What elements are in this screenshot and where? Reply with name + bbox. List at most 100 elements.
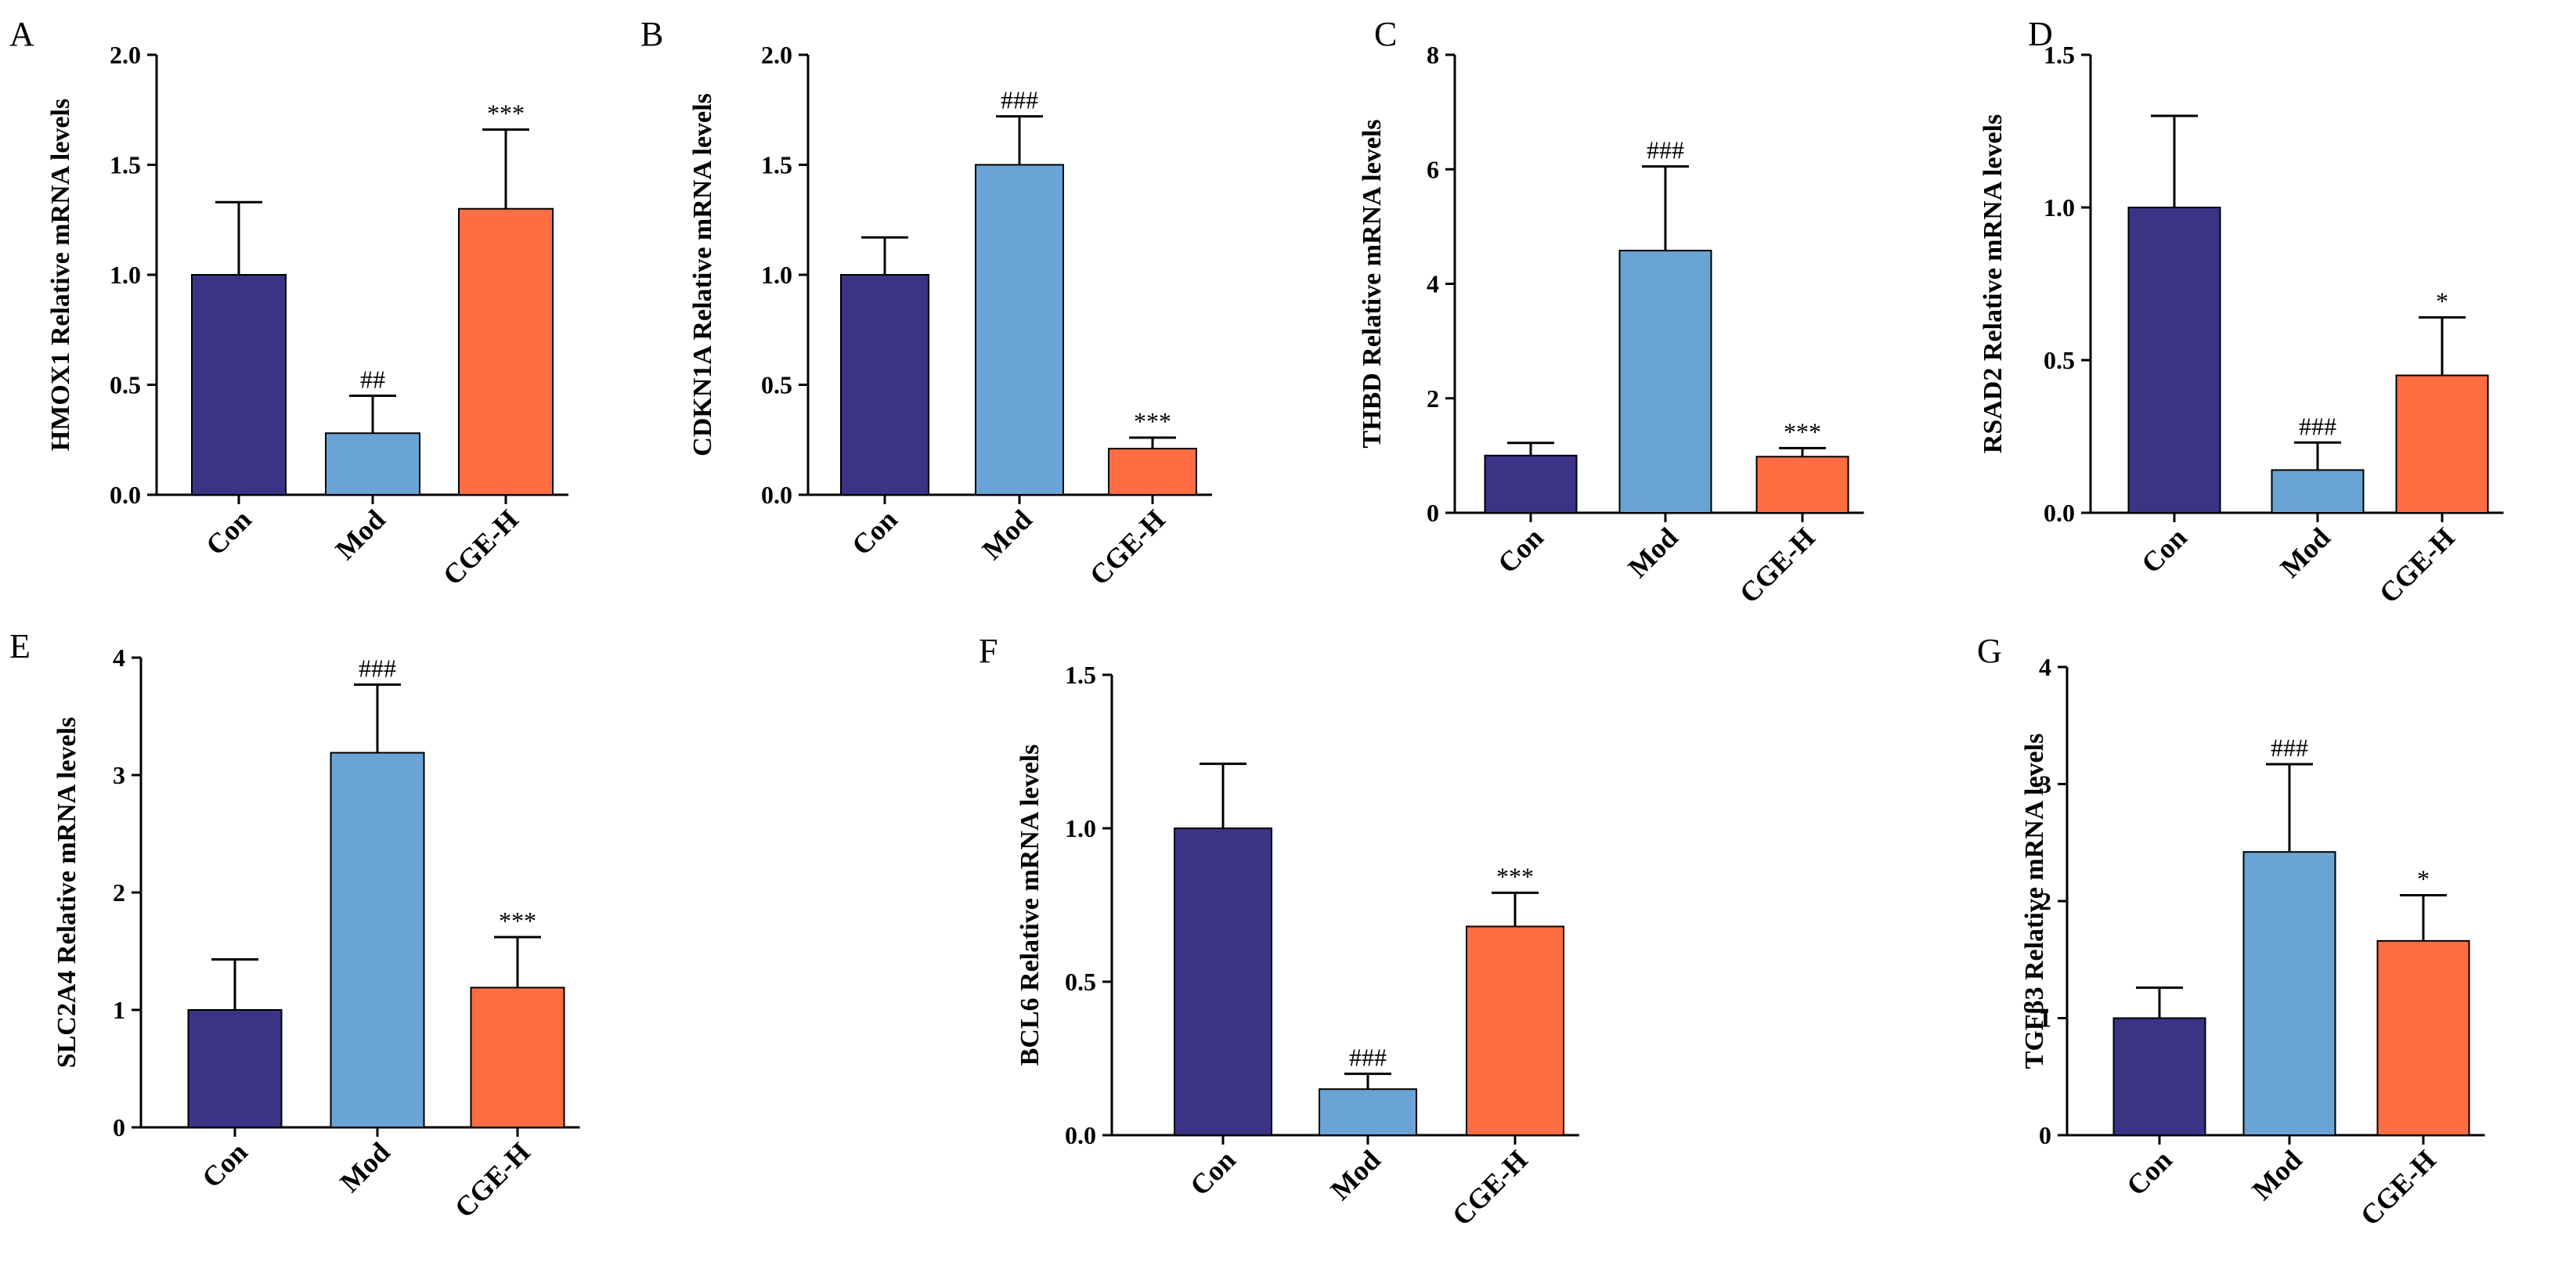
category-label: Con xyxy=(200,503,258,561)
y-tick-label: 1.5 xyxy=(1065,661,1096,689)
y-tick-label: 1.0 xyxy=(761,261,792,289)
category-label: Con xyxy=(196,1136,254,1194)
chart-panel-c: C 0 2 4 6 8 THBD Relative mRNA levels Con ### Mod… xyxy=(1358,15,1864,609)
y-axis-title: SLC2A4 Relative mRNA levels xyxy=(52,717,81,1069)
category-label: Con xyxy=(846,503,904,561)
category-label: CGE-H xyxy=(1734,521,1821,609)
y-axis-title: THBD Relative mRNA levels xyxy=(1358,119,1387,448)
chart-panel-a: A 0.0 0.5 1.0 1.5 2.0 HMOX1 Relative mRNA leve… xyxy=(9,15,568,591)
category-label: Mod xyxy=(976,503,1037,565)
y-tick-label: 4 xyxy=(2039,653,2051,681)
bar-mod xyxy=(1618,250,1712,514)
significance-label: ### xyxy=(1349,1044,1387,1072)
category-label: Mod xyxy=(334,1136,395,1198)
bar-cge-h xyxy=(2395,374,2489,514)
y-axis-title: HMOX1 Relative mRNA levels xyxy=(46,99,75,451)
y-tick-label: 0.5 xyxy=(110,371,141,399)
significance-label: *** xyxy=(1784,417,1821,445)
significance-label: *** xyxy=(499,907,536,935)
panel-letter: D xyxy=(2028,15,2053,53)
y-tick-label: 3 xyxy=(113,761,125,789)
y-axis-title: CDKN1A Relative mRNA levels xyxy=(688,93,717,456)
category-label: Con xyxy=(2120,1144,2178,1202)
category-label: CGE-H xyxy=(449,1136,536,1224)
bar-cge-h xyxy=(1755,456,1849,514)
panel-letter: G xyxy=(1977,632,2002,670)
significance-label: ### xyxy=(2299,412,2336,440)
significance-label: ### xyxy=(1647,136,1684,164)
significance-label: ### xyxy=(359,654,396,683)
y-tick-label: 1.0 xyxy=(2044,193,2075,222)
y-tick-label: 4 xyxy=(113,644,125,672)
y-tick-label: 0 xyxy=(1427,499,1439,527)
significance-label: * xyxy=(2417,865,2430,893)
bar-mod xyxy=(2242,851,2336,1136)
chart-panel-e: E 0 1 2 3 4 SLC2A4 Relative mRNA levels Con ### M… xyxy=(9,627,580,1224)
bar-mod xyxy=(975,164,1064,496)
y-tick-label: 1 xyxy=(113,996,125,1024)
significance-label: *** xyxy=(487,99,525,128)
y-tick-label: 0.5 xyxy=(761,371,792,399)
panel-letter: F xyxy=(979,632,998,670)
category-label: CGE-H xyxy=(2354,1144,2442,1231)
y-axis-title: RSAD2 Relative mRNA levels xyxy=(1979,114,2008,453)
y-tick-label: 2 xyxy=(1427,384,1439,413)
chart-panel-g: G 0 1 2 3 4 TGFβ3 Relative mRNA levels Con ### Mo… xyxy=(1977,632,2485,1231)
category-label: CGE-H xyxy=(1446,1144,1534,1231)
y-tick-label: 1.0 xyxy=(1065,814,1096,842)
significance-label: *** xyxy=(1134,407,1171,435)
bar-con xyxy=(2127,207,2221,514)
bar-cge-h xyxy=(470,986,565,1128)
bar-cge-h xyxy=(2376,939,2470,1136)
category-label: Mod xyxy=(329,503,391,565)
bar-con xyxy=(840,274,929,496)
bar-cge-h xyxy=(1108,447,1197,496)
y-tick-label: 1.5 xyxy=(110,151,141,179)
bar-con xyxy=(1484,454,1578,514)
y-tick-label: 0.0 xyxy=(761,481,792,509)
bar-mod xyxy=(330,752,425,1128)
y-axis-title: BCL6 Relative mRNA levels xyxy=(1016,745,1044,1066)
chart-panel-d: D 0.0 0.5 1.0 1.5 RSAD2 Relative mRNA levels C… xyxy=(1979,15,2504,609)
bar-con xyxy=(191,274,287,496)
panel-letter: B xyxy=(640,15,663,53)
significance-label: * xyxy=(2436,287,2448,315)
panel-letter: E xyxy=(9,627,31,665)
y-tick-label: 0 xyxy=(2039,1121,2051,1149)
category-label: CGE-H xyxy=(2373,521,2461,609)
category-label: Con xyxy=(1184,1144,1242,1202)
bar-mod xyxy=(1319,1088,1417,1136)
bar-cge-h xyxy=(458,207,554,496)
y-tick-label: 2 xyxy=(2039,887,2051,915)
y-tick-label: 0.5 xyxy=(1065,968,1096,996)
significance-label: ### xyxy=(1001,86,1038,114)
category-label: Mod xyxy=(2246,1144,2307,1206)
category-label: CGE-H xyxy=(1084,503,1171,591)
category-label: Con xyxy=(2135,521,2193,579)
y-axis-title: TGFβ3 Relative mRNA levels xyxy=(2020,734,2049,1069)
y-tick-label: 1.5 xyxy=(2044,41,2075,69)
panel-letter: C xyxy=(1374,15,1397,53)
bar-con xyxy=(187,1009,283,1128)
bar-mod xyxy=(2271,469,2365,514)
chart-panel-b: B 0.0 0.5 1.0 1.5 2.0 CDKN1A Relative mRNA lev… xyxy=(640,15,1212,591)
significance-label: *** xyxy=(1496,862,1534,890)
category-label: Mod xyxy=(1622,521,1683,583)
significance-label: ### xyxy=(2271,734,2308,762)
y-tick-label: 1.0 xyxy=(110,261,141,289)
y-tick-label: 0 xyxy=(113,1113,125,1141)
bar-mod xyxy=(325,432,420,496)
category-label: Mod xyxy=(2274,521,2336,583)
y-tick-label: 0.0 xyxy=(110,481,141,509)
y-tick-label: 8 xyxy=(1427,41,1439,69)
y-tick-label: 0.5 xyxy=(2044,346,2075,374)
y-tick-label: 0.0 xyxy=(1065,1121,1096,1149)
y-tick-label: 2.0 xyxy=(110,41,141,69)
y-tick-label: 2.0 xyxy=(761,41,792,69)
y-tick-label: 4 xyxy=(1427,270,1439,298)
bar-con xyxy=(1174,828,1272,1136)
significance-label: ## xyxy=(360,366,385,394)
y-tick-label: 1 xyxy=(2039,1004,2051,1033)
category-label: Con xyxy=(1492,521,1550,579)
